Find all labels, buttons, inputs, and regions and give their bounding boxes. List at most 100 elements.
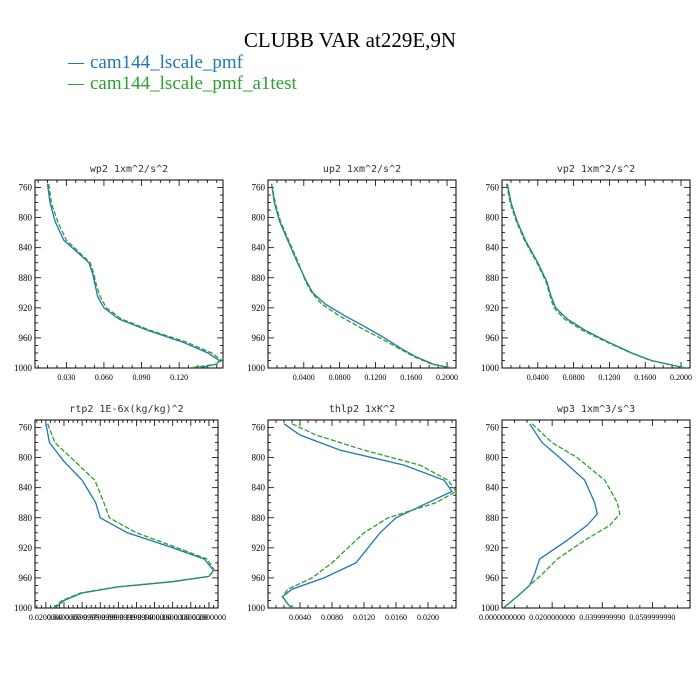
x-tick-label: 0.0160 (385, 613, 407, 622)
y-tick-label: 840 (19, 243, 33, 253)
x-tick-label: 0.0599999 (65, 613, 99, 622)
series-line-1 (506, 183, 686, 368)
y-tick-label: 760 (19, 183, 33, 193)
series-line-2 (270, 183, 453, 368)
x-tick-label: 0.0800 (329, 373, 351, 382)
x-tick-label: 0.0200000000 (529, 613, 575, 622)
x-tick-label: 0.0080 (321, 613, 343, 622)
y-tick-label: 840 (486, 483, 500, 493)
x-tick-label: 0.1199999 (120, 613, 154, 622)
series-line-2 (48, 183, 223, 368)
panel-2: up2 1xm^2/s^2 760 800 840 880 920 960 1000 0.040… (247, 164, 458, 382)
y-tick-label: 840 (19, 483, 33, 493)
x-tick-label: 0.120 (170, 373, 188, 382)
x-tick-label: 0.2000 (670, 373, 692, 382)
x-tick-label: 0.0799999 (83, 613, 117, 622)
y-tick-label: 1000 (247, 363, 266, 373)
x-tick-label: 0.1600 (400, 373, 422, 382)
x-tick-label: 0.0200 (417, 613, 439, 622)
plot-frame (34, 179, 224, 369)
panel-title: wp2 1xm^2/s^2 (90, 164, 168, 175)
plot-frame (501, 419, 691, 609)
legend-label-1: cam144_lscale_pmf (90, 52, 244, 73)
y-tick-label: 960 (252, 573, 266, 583)
legend-label-2: cam144_lscale_pmf_a1test (90, 73, 297, 94)
x-tick-label: 0.1200 (364, 373, 386, 382)
panel-title: thlp2 1xK^2 (329, 404, 395, 415)
panel-4: rtp2 1E-6x(kg/kg)^2 760 800 840 880 920 960 100… (14, 404, 226, 622)
y-tick-label: 880 (252, 273, 266, 283)
x-tick-label: 0.2000000 (192, 613, 226, 622)
x-tick-label: 0.030 (57, 373, 75, 382)
series-line-1 (45, 423, 215, 608)
series-line-1 (46, 183, 221, 368)
x-tick-label: 0.1600000 (156, 613, 190, 622)
y-tick-label: 880 (252, 513, 266, 523)
y-tick-label: 1000 (14, 603, 33, 613)
legend-swatch-2 (68, 84, 84, 86)
y-tick-label: 760 (486, 183, 500, 193)
panel-title: wp3 1xm^3/s^3 (557, 404, 635, 415)
panel-5: thlp2 1xK^2 760 800 840 880 920 960 1000 0.0040 0… (247, 404, 457, 622)
y-tick-label: 960 (19, 333, 33, 343)
x-tick-label: 0.0040 (289, 613, 311, 622)
series-line-2 (281, 423, 456, 608)
panel-6: wp3 1xm^3/s^3 760 800 840 880 920 960 10000.000… (479, 404, 691, 622)
y-tick-label: 800 (486, 453, 500, 463)
x-tick-label: 0.1800000 (174, 613, 208, 622)
y-tick-label: 1000 (14, 363, 33, 373)
y-tick-label: 920 (19, 543, 33, 553)
y-tick-label: 880 (19, 513, 33, 523)
x-tick-label: 0.0999999 (101, 613, 135, 622)
x-tick-label: 0.0000000000 (479, 613, 525, 622)
legend-entry-1: cam144_lscale_pmf (68, 52, 243, 74)
y-tick-label: 1000 (247, 603, 266, 613)
x-tick-label: 0.0399999990 (579, 613, 625, 622)
y-tick-label: 920 (252, 543, 266, 553)
y-tick-label: 880 (19, 273, 33, 283)
series-line-2 (502, 423, 621, 608)
x-tick-label: 0.0200000 (29, 613, 63, 622)
series-line-1 (281, 423, 453, 608)
x-tick-label: 0.0120 (353, 613, 375, 622)
y-tick-label: 800 (252, 213, 266, 223)
y-tick-label: 840 (486, 243, 500, 253)
panel-title: rtp2 1E-6x(kg/kg)^2 (69, 404, 183, 415)
y-tick-label: 800 (486, 213, 500, 223)
y-tick-label: 920 (486, 543, 500, 553)
plot-frame (34, 419, 219, 609)
y-tick-label: 760 (252, 423, 266, 433)
panel-title: vp2 1xm^2/s^2 (557, 164, 635, 175)
series-line-1 (270, 183, 452, 368)
series-line-2 (505, 183, 686, 368)
y-tick-label: 760 (486, 423, 500, 433)
y-tick-label: 880 (486, 273, 500, 283)
plot-frame (501, 179, 691, 369)
x-tick-label: 0.060 (95, 373, 113, 382)
x-tick-label: 0.0400 (293, 373, 315, 382)
panel-3: vp2 1xm^2/s^2 760 800 840 880 920 960 1000 0.040… (481, 164, 692, 382)
y-tick-label: 960 (486, 333, 500, 343)
y-tick-label: 960 (486, 573, 500, 583)
x-tick-label: 0.0599999990 (629, 613, 675, 622)
panel-title: up2 1xm^2/s^2 (323, 164, 401, 175)
x-tick-label: 0.2000 (436, 373, 458, 382)
y-tick-label: 960 (252, 333, 266, 343)
y-tick-label: 880 (486, 513, 500, 523)
x-tick-label: 0.090 (133, 373, 151, 382)
series-line-1 (502, 423, 599, 608)
plot-frame (267, 179, 457, 369)
x-tick-label: 0.1200 (598, 373, 620, 382)
y-tick-label: 1000 (481, 363, 500, 373)
y-tick-label: 960 (19, 573, 33, 583)
y-tick-label: 840 (252, 483, 266, 493)
y-tick-label: 840 (252, 243, 266, 253)
y-tick-label: 920 (252, 303, 266, 313)
y-tick-label: 800 (252, 453, 266, 463)
y-tick-label: 760 (19, 423, 33, 433)
x-tick-label: 0.1600 (634, 373, 656, 382)
y-tick-label: 1000 (481, 603, 500, 613)
x-tick-label: 0.0800 (563, 373, 585, 382)
y-tick-label: 800 (19, 213, 33, 223)
panel-1: wp2 1xm^2/s^2 760 800 840 880 920 960 1000 0.030… (14, 164, 224, 382)
